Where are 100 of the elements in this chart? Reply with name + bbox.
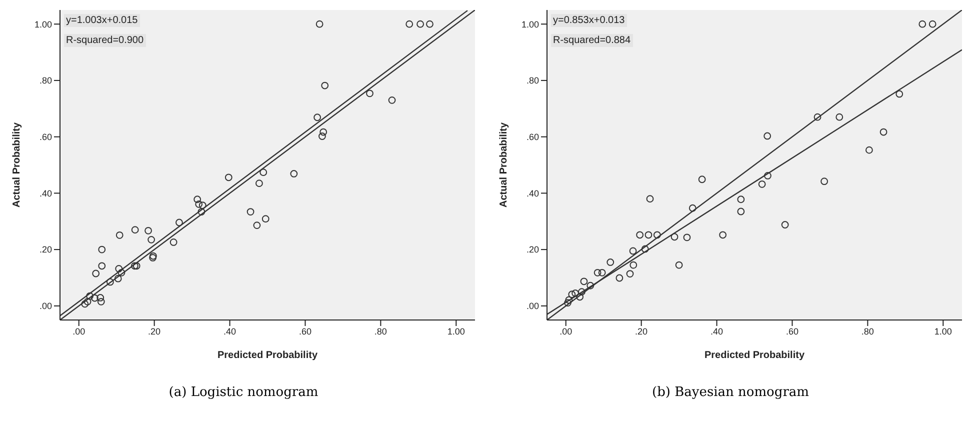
y-tick-label: .00: [39, 301, 52, 312]
point: [764, 172, 772, 180]
point: [896, 90, 904, 98]
annotation: R-squared=0.900: [64, 34, 146, 47]
point: [737, 196, 745, 204]
point: [594, 268, 602, 276]
point: [880, 128, 888, 136]
point: [366, 90, 374, 98]
point: [320, 128, 328, 136]
point: [131, 262, 138, 270]
point: [406, 20, 414, 28]
point: [758, 180, 766, 188]
x-tick-label: .20: [635, 326, 648, 336]
point: [820, 178, 828, 186]
point: [606, 258, 614, 266]
y-tick-label: .80: [39, 76, 52, 86]
point: [256, 180, 263, 188]
point: [132, 262, 140, 270]
point: [81, 300, 89, 308]
point: [781, 221, 789, 228]
point: [572, 290, 579, 297]
point: [598, 268, 606, 276]
point: [316, 20, 324, 28]
point: [144, 226, 152, 234]
point: [224, 174, 232, 182]
point: [194, 196, 202, 204]
x-tick-label: 1.00: [447, 326, 465, 336]
point: [262, 215, 270, 223]
point: [675, 261, 683, 269]
y-tick-label: 1.00: [521, 19, 539, 30]
point: [646, 195, 654, 203]
x-tick-label: .80: [374, 326, 387, 336]
y-axis-title: Actual Probability: [498, 122, 510, 208]
point: [580, 278, 588, 286]
point: [688, 204, 696, 212]
y-tick-label: .40: [526, 188, 539, 198]
x-tick-label: .00: [72, 326, 86, 336]
point: [564, 299, 572, 307]
point: [91, 294, 98, 302]
point: [86, 292, 94, 300]
point: [96, 294, 104, 302]
text: (a) Logistic nomogram: [168, 385, 320, 400]
point: [131, 226, 139, 234]
x-tick-label: .60: [298, 326, 312, 336]
point: [565, 296, 573, 304]
point: [170, 238, 178, 246]
point: [198, 208, 206, 216]
point: [148, 236, 155, 244]
point: [318, 132, 326, 140]
point: [388, 96, 396, 104]
point: [98, 262, 106, 270]
x-tick-label: .40: [224, 326, 236, 336]
point: [195, 200, 203, 208]
point: [653, 231, 661, 239]
point: [84, 298, 92, 306]
x-tick-label: .60: [786, 326, 798, 336]
x-axis-title: Predicted Probability: [704, 350, 805, 361]
point: [814, 113, 822, 121]
point: [246, 208, 254, 216]
point: [626, 270, 634, 278]
point: [92, 270, 100, 278]
point: [314, 114, 321, 122]
text: (b) Bayesian nomogram: [651, 385, 810, 400]
x-tick-label: .20: [148, 326, 161, 336]
point: [260, 168, 268, 176]
y-tick-label: .20: [526, 244, 539, 255]
y-tick-label: 1.00: [34, 19, 52, 30]
point: [290, 170, 298, 178]
y-axis-title: Actual Probability: [12, 122, 23, 208]
point: [568, 290, 576, 298]
y-tick-label: .40: [39, 188, 52, 198]
annotation: y=0.853x+0.013: [551, 14, 627, 27]
point: [176, 218, 183, 226]
point: [98, 246, 106, 254]
point: [644, 231, 652, 239]
point: [114, 274, 122, 282]
point: [116, 231, 124, 239]
y-tick-label: .00: [526, 301, 539, 312]
point: [586, 282, 594, 290]
y-tick-label: .60: [39, 132, 52, 142]
point: [115, 265, 123, 272]
y-tick-label: .60: [526, 132, 539, 142]
point: [426, 20, 434, 28]
point: [683, 234, 691, 242]
point: [719, 231, 727, 239]
point: [198, 202, 206, 209]
point: [865, 146, 873, 154]
x-tick-label: .40: [710, 326, 724, 336]
annotation: R-squared=0.884: [551, 34, 633, 47]
point: [928, 20, 936, 28]
x-tick-label: .80: [861, 326, 874, 336]
point: [698, 176, 706, 184]
point: [416, 20, 424, 28]
point: [630, 261, 638, 269]
point: [616, 274, 624, 282]
point: [764, 132, 772, 140]
point: [636, 231, 644, 239]
x-tick-label: .00: [560, 326, 572, 336]
y-tick-label: .20: [39, 244, 52, 255]
point: [106, 278, 114, 286]
